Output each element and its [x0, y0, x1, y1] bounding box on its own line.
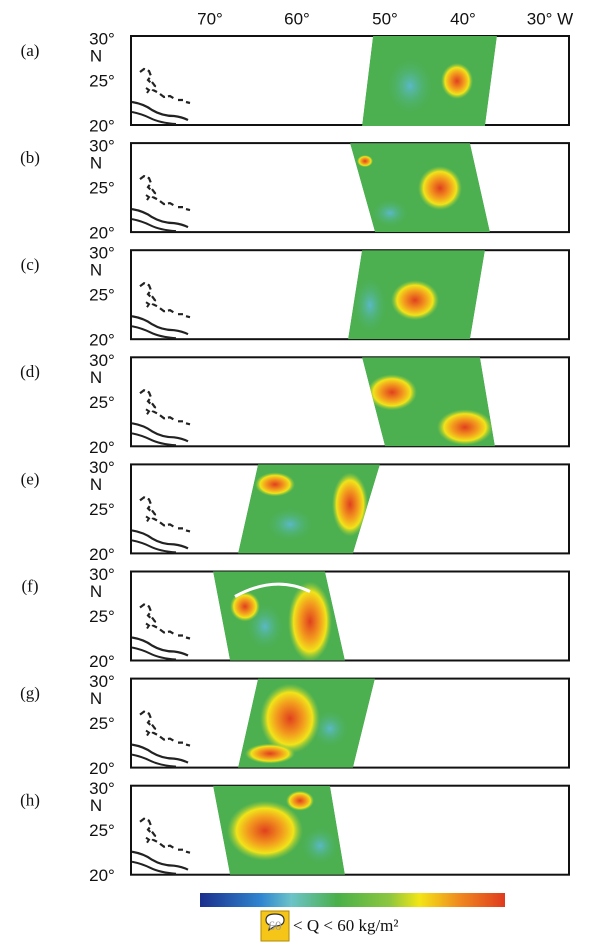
panel-label: (f) [22, 576, 39, 595]
y-label: 20° [89, 116, 115, 135]
high-region [332, 472, 368, 537]
high-region [367, 374, 417, 411]
x-label: 70° [197, 9, 223, 28]
swath [213, 785, 345, 875]
y-label: 20° [89, 545, 115, 564]
map-frame [130, 784, 570, 876]
colorbar-label: < Q < 60 kg/m² [293, 916, 399, 935]
panel-label: (a) [21, 41, 40, 60]
y-label: N [90, 46, 102, 65]
y-label: 30° [89, 29, 115, 48]
x-label: 30° W [527, 9, 573, 28]
y-label: N [90, 689, 102, 708]
bubble-text: 60 [269, 918, 282, 933]
panel-label: (h) [20, 791, 40, 810]
panel: (f) 30°N 25° 20° [22, 565, 570, 671]
panel: (g) 30°N 25° 20° [20, 672, 570, 778]
swath [362, 36, 497, 126]
panel-label: (e) [21, 469, 40, 488]
swath [362, 357, 495, 447]
y-label: 20° [89, 438, 115, 457]
low-region [352, 275, 388, 336]
y-label: N [90, 796, 102, 815]
y-label: N [90, 154, 102, 173]
high-region [245, 743, 295, 764]
high-region [437, 409, 493, 446]
colorbar [200, 893, 505, 907]
high-region [441, 63, 473, 99]
y-label: N [90, 475, 102, 494]
y-label: 30° [89, 458, 115, 477]
panel: (e) 30°N 25° 20° [21, 458, 570, 564]
panel: (c) 30°N 25° 20° [21, 244, 570, 350]
y-label: 30° [89, 779, 115, 798]
y-label: 25° [89, 714, 115, 733]
y-label: 25° [89, 393, 115, 412]
high-region [255, 472, 295, 497]
map-frame [130, 356, 570, 448]
swath [348, 250, 485, 340]
high-region [357, 155, 373, 168]
panel-label: (c) [21, 255, 40, 274]
map-frame [130, 35, 570, 126]
axes: 70° 60° 50° 40° 30° W [197, 9, 573, 28]
x-label: 40° [450, 9, 476, 28]
y-label: 25° [89, 286, 115, 305]
low-region [265, 506, 315, 543]
panel: (a) 30°N 25° 20° [21, 29, 570, 135]
panel-label: (b) [20, 148, 40, 167]
high-region [391, 280, 439, 321]
y-label: 30° [89, 672, 115, 691]
panel: (h) 30°N 25° 20° [20, 779, 570, 885]
y-label: 30° [89, 565, 115, 584]
x-label: 50° [372, 9, 398, 28]
panel: (b) 30°N 25° 20° [20, 137, 570, 243]
low-region [370, 198, 410, 229]
map-frame [130, 570, 570, 662]
panel-label: (d) [20, 362, 40, 381]
high-region [227, 800, 303, 861]
high-region [260, 683, 320, 754]
map-frame [130, 249, 570, 341]
y-label: 20° [89, 224, 115, 243]
x-label: 60° [284, 9, 310, 28]
y-label: 20° [89, 759, 115, 778]
y-label: 25° [89, 500, 115, 519]
y-label: N [90, 582, 102, 601]
y-label: 30° [89, 351, 115, 370]
panels: (a)30°N25°20°(b)30°N25°20°(c)30°N25°20°(… [20, 29, 570, 885]
y-label: 25° [89, 821, 115, 840]
y-label: 20° [89, 331, 115, 350]
y-label: N [90, 368, 102, 387]
y-label: 25° [89, 607, 115, 626]
swath [350, 143, 490, 233]
panel-label: (g) [20, 684, 40, 703]
y-label: 25° [89, 71, 115, 90]
low-region [385, 56, 435, 116]
chat-icon[interactable]: 60 [260, 910, 290, 942]
swath [238, 464, 380, 554]
swath [238, 678, 375, 768]
high-region [286, 790, 314, 811]
y-label: 30° [89, 244, 115, 263]
map-frame [130, 142, 570, 234]
y-label: 20° [89, 866, 115, 885]
y-label: N [90, 261, 102, 280]
high-region [230, 591, 260, 622]
y-label: 25° [89, 179, 115, 198]
y-label: 30° [89, 137, 115, 156]
y-label: 20° [89, 652, 115, 671]
swath [213, 571, 345, 661]
panel: (d) 30°N 25° 20° [20, 351, 570, 457]
high-region [418, 166, 462, 211]
low-region [300, 825, 340, 866]
high-region [288, 581, 332, 661]
track [234, 582, 311, 598]
